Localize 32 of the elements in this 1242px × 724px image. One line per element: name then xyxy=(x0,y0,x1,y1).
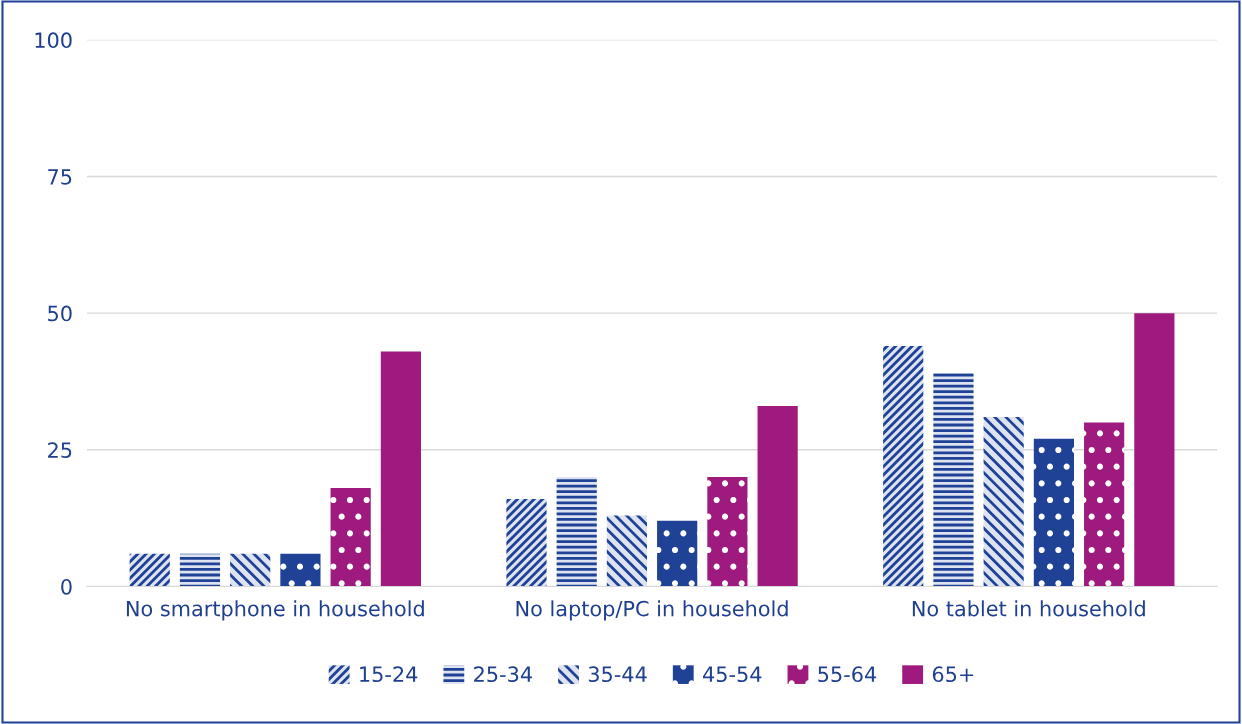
x-tick-label: No smartphone in household xyxy=(126,600,424,621)
y-tick-label: 100 xyxy=(35,32,72,49)
legend-label: 45-54 xyxy=(703,666,762,683)
x-tick-label: No tablet in household xyxy=(912,600,1145,617)
legend-label: 65+ xyxy=(932,666,974,683)
bar xyxy=(707,477,748,587)
bar xyxy=(506,498,547,587)
bar xyxy=(606,515,648,587)
bar xyxy=(883,345,924,587)
y-tick-label: 25 xyxy=(48,442,72,458)
bar xyxy=(129,553,170,587)
x-tick-label: No laptop/PC in household xyxy=(516,600,788,621)
bar xyxy=(230,553,271,587)
legend-label: 55-64 xyxy=(818,666,877,683)
bar xyxy=(179,553,221,587)
bar xyxy=(657,520,698,587)
legend-label: 25-34 xyxy=(474,666,532,683)
bar xyxy=(757,406,798,587)
bar xyxy=(280,553,321,587)
bar xyxy=(380,351,421,587)
bar xyxy=(556,477,597,587)
bar xyxy=(1134,313,1175,587)
legend-label: 15-24 xyxy=(360,666,418,683)
y-tick-label: 75 xyxy=(48,169,72,185)
bar xyxy=(1084,422,1125,587)
bar xyxy=(933,373,974,587)
bar xyxy=(330,488,371,587)
y-tick-label: 0 xyxy=(61,578,72,595)
bar xyxy=(1033,438,1074,587)
bar xyxy=(983,416,1024,587)
legend-label: 35-44 xyxy=(588,666,647,683)
y-tick-label: 50 xyxy=(48,305,72,322)
